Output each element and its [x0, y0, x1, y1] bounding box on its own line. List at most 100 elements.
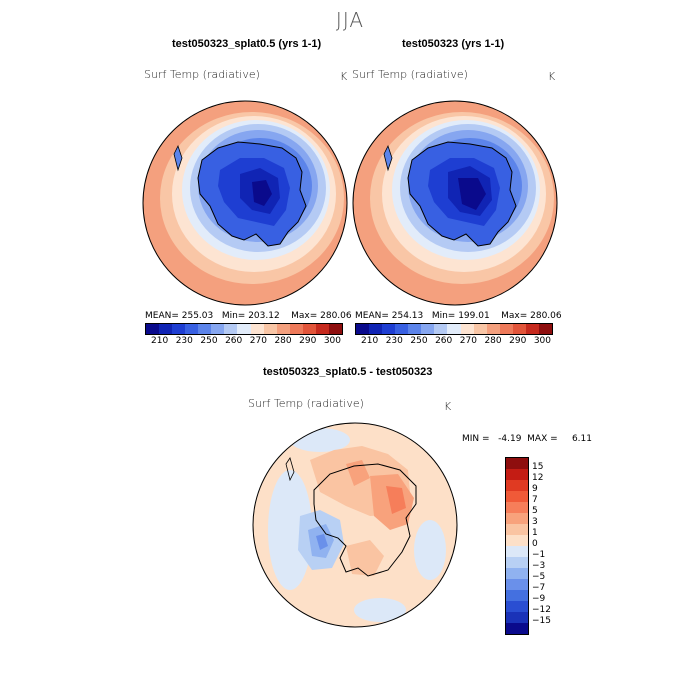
colorbar-swatch: [506, 469, 528, 480]
panel-1-colorbar: 210 230 250 260 270 280 290 300: [145, 323, 343, 346]
diff-variable-label: Surf Temp (radiative): [248, 397, 364, 410]
colorbar-swatch: [172, 324, 186, 334]
diff-title: test050323_splat0.5 - test050323: [263, 366, 433, 378]
panel-2-colorbar-swatches: [355, 323, 553, 335]
panel-1-colorbar-swatches: [145, 323, 343, 335]
diff-colorbar: [505, 457, 529, 635]
panel-2-unit: K: [548, 70, 556, 83]
colorbar-swatch: [506, 502, 528, 513]
panel-1-map-boundary: [142, 100, 348, 306]
colorbar-tick-label: 270: [459, 336, 477, 346]
panel-1-stats: MEAN= 255.03 Min= 203.12 Max= 280.06: [145, 311, 352, 321]
colorbar-swatch: [356, 324, 370, 334]
colorbar-swatch: [328, 324, 342, 334]
diff-stats: MIN = -4.19 MAX = 6.11: [462, 434, 592, 444]
colorbar-swatch: [289, 324, 303, 334]
colorbar-swatch: [263, 324, 277, 334]
colorbar-tick-label: 250: [200, 336, 218, 346]
colorbar-swatch: [512, 324, 526, 334]
colorbar-swatch: [185, 324, 199, 334]
colorbar-swatch: [276, 324, 290, 334]
colorbar-swatch: [506, 568, 528, 579]
colorbar-level-label: 7: [532, 495, 538, 505]
colorbar-swatch: [506, 458, 528, 469]
colorbar-level-label: 3: [532, 517, 538, 527]
colorbar-swatch: [211, 324, 225, 334]
colorbar-swatch: [434, 324, 448, 334]
colorbar-tick-label: 300: [533, 336, 551, 346]
colorbar-tick-label: 230: [385, 336, 403, 346]
colorbar-swatch: [506, 612, 528, 623]
colorbar-swatch: [506, 590, 528, 601]
colorbar-level-label: −5: [532, 572, 546, 582]
colorbar-swatch: [506, 524, 528, 535]
colorbar-tick-label: 250: [410, 336, 428, 346]
colorbar-swatch: [473, 324, 487, 334]
colorbar-swatch: [382, 324, 396, 334]
colorbar-tick-label: 290: [509, 336, 527, 346]
colorbar-swatch: [525, 324, 539, 334]
panel-1-polar-map: [142, 100, 348, 306]
colorbar-swatch: [506, 535, 528, 546]
colorbar-swatch: [506, 491, 528, 502]
colorbar-level-label: 1: [532, 528, 538, 538]
diff-antarctica-coastline: [313, 463, 417, 577]
colorbar-swatch: [395, 324, 409, 334]
panel-2-variable-label: Surf Temp (radiative): [352, 68, 468, 81]
diff-colorbar-swatches: [505, 457, 529, 635]
panel-2-case-title: test050323 (yrs 1-1): [402, 38, 505, 50]
colorbar-swatch: [250, 324, 264, 334]
colorbar-level-label: −1: [532, 550, 546, 560]
diff-unit: K: [444, 400, 452, 413]
colorbar-tick-label: 290: [299, 336, 317, 346]
colorbar-swatch: [421, 324, 435, 334]
colorbar-swatch: [224, 324, 238, 334]
panel-1-case-title: test050323_splat0.5 (yrs 1-1): [172, 38, 322, 50]
colorbar-tick-label: 260: [435, 336, 453, 346]
colorbar-tick-label: 300: [323, 336, 341, 346]
colorbar-swatch: [506, 557, 528, 568]
colorbar-tick-label: 210: [361, 336, 379, 346]
diff-colorbar-labels: 15 12 9 7 5 3 1 0 −1 −3 −5 −7 −9 −12 −15: [532, 457, 572, 637]
colorbar-level-label: −15: [532, 616, 551, 626]
colorbar-level-label: −7: [532, 583, 546, 593]
panel-1-colorbar-ticks: 210 230 250 260 270 280 290 300: [145, 335, 343, 346]
colorbar-swatch: [237, 324, 251, 334]
colorbar-swatch: [369, 324, 383, 334]
colorbar-swatch: [302, 324, 316, 334]
colorbar-swatch: [506, 601, 528, 612]
colorbar-level-label: 0: [532, 539, 538, 549]
colorbar-swatch: [499, 324, 513, 334]
colorbar-tick-label: 280: [274, 336, 292, 346]
colorbar-tick-label: 280: [484, 336, 502, 346]
colorbar-level-label: −12: [532, 605, 551, 615]
colorbar-swatch: [506, 546, 528, 557]
colorbar-tick-label: 210: [151, 336, 169, 346]
colorbar-tick-label: 260: [225, 336, 243, 346]
colorbar-swatch: [506, 480, 528, 491]
colorbar-swatch: [506, 513, 528, 524]
season-title: JJA: [335, 8, 365, 32]
colorbar-tick-label: 270: [249, 336, 267, 346]
colorbar-swatch: [460, 324, 474, 334]
panel-2-polar-map: [352, 100, 558, 306]
colorbar-swatch: [198, 324, 212, 334]
colorbar-level-label: 12: [532, 473, 544, 483]
colorbar-swatch: [159, 324, 173, 334]
panel-2-map-boundary: [352, 100, 558, 306]
colorbar-swatch: [146, 324, 160, 334]
panel-1-unit: K: [340, 70, 348, 83]
colorbar-swatch: [315, 324, 329, 334]
panel-2-colorbar: 210 230 250 260 270 280 290 300: [355, 323, 553, 346]
panel-2-stats: MEAN= 254.13 Min= 199.01 Max= 280.06: [355, 311, 562, 321]
diff-map-boundary: [252, 422, 458, 628]
colorbar-level-label: 5: [532, 506, 538, 516]
colorbar-swatch: [486, 324, 500, 334]
colorbar-level-label: −9: [532, 594, 546, 604]
colorbar-level-label: 15: [532, 462, 544, 472]
colorbar-level-label: 9: [532, 484, 538, 494]
panel-2-colorbar-ticks: 210 230 250 260 270 280 290 300: [355, 335, 553, 346]
panel-1-variable-label: Surf Temp (radiative): [144, 68, 260, 81]
diff-polar-map: [252, 422, 458, 628]
colorbar-tick-label: 230: [175, 336, 193, 346]
